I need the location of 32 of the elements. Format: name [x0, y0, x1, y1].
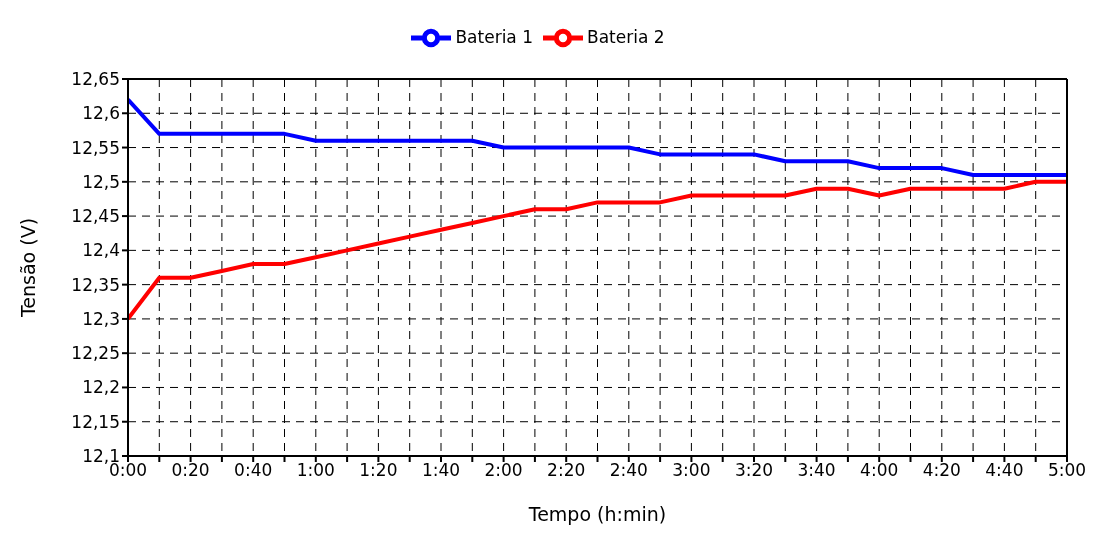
- y-tick-label: 12,25: [71, 343, 120, 364]
- x-tick-label: 4:00: [860, 460, 899, 481]
- x-tick-label: 5:00: [1047, 460, 1087, 481]
- line-series: [128, 179, 1067, 321]
- x-tick-label: 1:00: [296, 460, 335, 481]
- y-tick-label: 12,2: [82, 377, 120, 398]
- y-axis-title: Tensão (V): [16, 217, 39, 319]
- x-axis-title: Tempo (h:min): [527, 503, 667, 525]
- x-tick-label: 0:20: [171, 460, 210, 481]
- x-tick-label: 4:20: [922, 460, 961, 481]
- y-tick-label: 12,55: [71, 137, 120, 158]
- line-series: [128, 97, 1067, 177]
- x-tick-label: 2:00: [484, 460, 523, 481]
- y-tick-label: 12,5: [82, 171, 120, 192]
- x-tick-label: 2:20: [547, 460, 586, 481]
- y-tick-label: 12,3: [82, 308, 120, 329]
- x-tick-label: 0:40: [234, 460, 273, 481]
- y-tick-label: 12,6: [82, 103, 120, 124]
- y-tick-label: 12,65: [71, 69, 120, 90]
- x-tick-label: 3:40: [797, 460, 836, 481]
- y-tick-label: 12,45: [71, 206, 120, 227]
- x-tick-label: 4:40: [985, 460, 1024, 481]
- x-tick-label: 1:20: [359, 460, 398, 481]
- y-tick-label: 12,35: [71, 274, 120, 295]
- y-tick-label: 12,4: [82, 240, 120, 261]
- y-tick-label: 12,15: [71, 411, 120, 432]
- x-tick-label: 3:20: [734, 460, 774, 481]
- x-tick-label: 1:40: [421, 460, 461, 481]
- x-tick-label: 2:40: [609, 460, 648, 481]
- x-tick-label: 3:00: [672, 460, 711, 481]
- legend-label: Bateria 2: [587, 27, 665, 47]
- legend-label: Bateria 1: [455, 27, 533, 47]
